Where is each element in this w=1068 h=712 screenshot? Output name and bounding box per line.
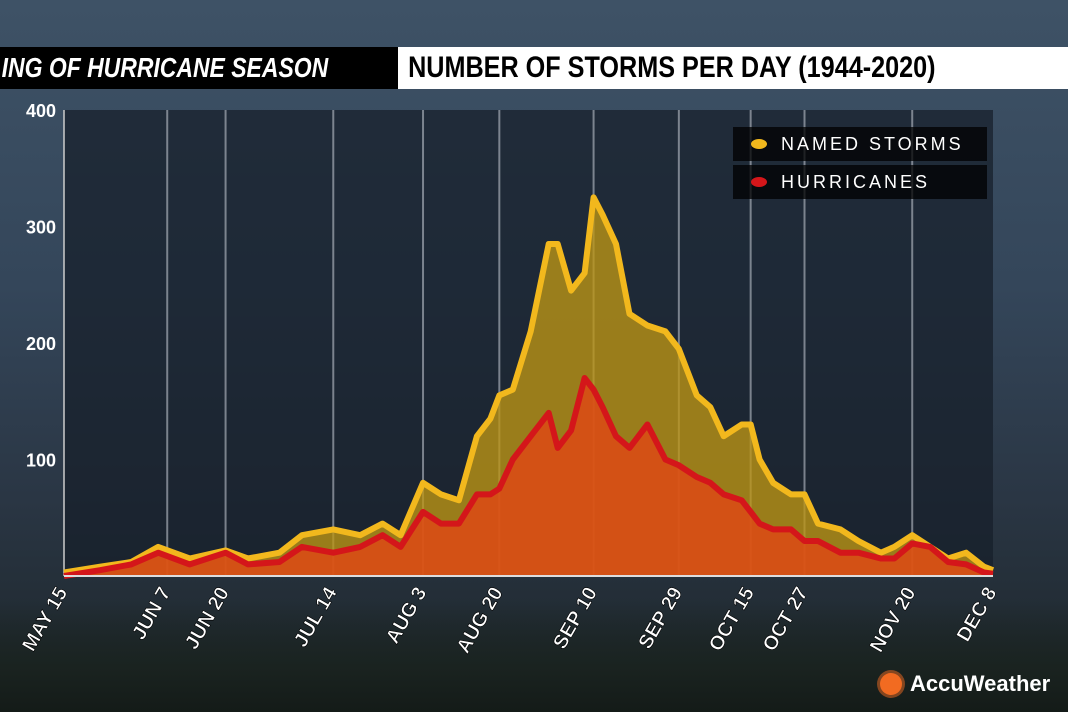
logo-text: AccuWeather bbox=[910, 671, 1051, 696]
x-tick-label: AUG 3 bbox=[382, 584, 432, 648]
sun-icon bbox=[880, 673, 902, 695]
x-tick-label: JUL 14 bbox=[290, 583, 342, 651]
accuweather-logo: AccuWeather bbox=[880, 671, 1050, 697]
x-tick-label: SEP 10 bbox=[549, 584, 602, 653]
x-tick-label: OCT 27 bbox=[759, 584, 813, 656]
legend: NAMED STORMS HURRICANES bbox=[733, 127, 987, 203]
line-named-storms bbox=[63, 194, 995, 576]
legend-label: HURRICANES bbox=[781, 171, 931, 192]
hurricanes-swatch bbox=[751, 177, 767, 187]
x-tick-label: DEC 8 bbox=[953, 584, 1002, 646]
legend-label: NAMED STORMS bbox=[781, 133, 964, 154]
y-tick-label: 300 bbox=[26, 218, 56, 238]
y-tick-label: 200 bbox=[26, 334, 56, 354]
x-tick-label: JUN 20 bbox=[181, 584, 234, 654]
x-tick-label: AUG 20 bbox=[452, 584, 507, 658]
y-tick-label: 100 bbox=[26, 451, 56, 471]
x-tick-label: SEP 29 bbox=[634, 584, 687, 653]
title-right-bar: NUMBER OF STORMS PER DAY (1944-2020) bbox=[398, 47, 1068, 89]
title-left-bar: ING OF HURRICANE SEASON bbox=[0, 47, 398, 89]
legend-item-hurricanes: HURRICANES bbox=[733, 165, 987, 199]
chart-title: NUMBER OF STORMS PER DAY (1944-2020) bbox=[408, 51, 936, 84]
x-tick-label: OCT 15 bbox=[705, 584, 759, 656]
line-hurricanes bbox=[63, 375, 994, 579]
x-tick-label: NOV 20 bbox=[866, 584, 921, 657]
named-storms-swatch bbox=[751, 139, 767, 149]
y-tick-label: 400 bbox=[26, 101, 56, 121]
area-named-storms bbox=[64, 197, 993, 576]
x-tick-label: MAY 15 bbox=[18, 584, 72, 656]
left-title: ING OF HURRICANE SEASON bbox=[1, 52, 329, 83]
x-tick-label: JUN 7 bbox=[128, 584, 175, 644]
legend-item-named-storms: NAMED STORMS bbox=[733, 127, 987, 161]
